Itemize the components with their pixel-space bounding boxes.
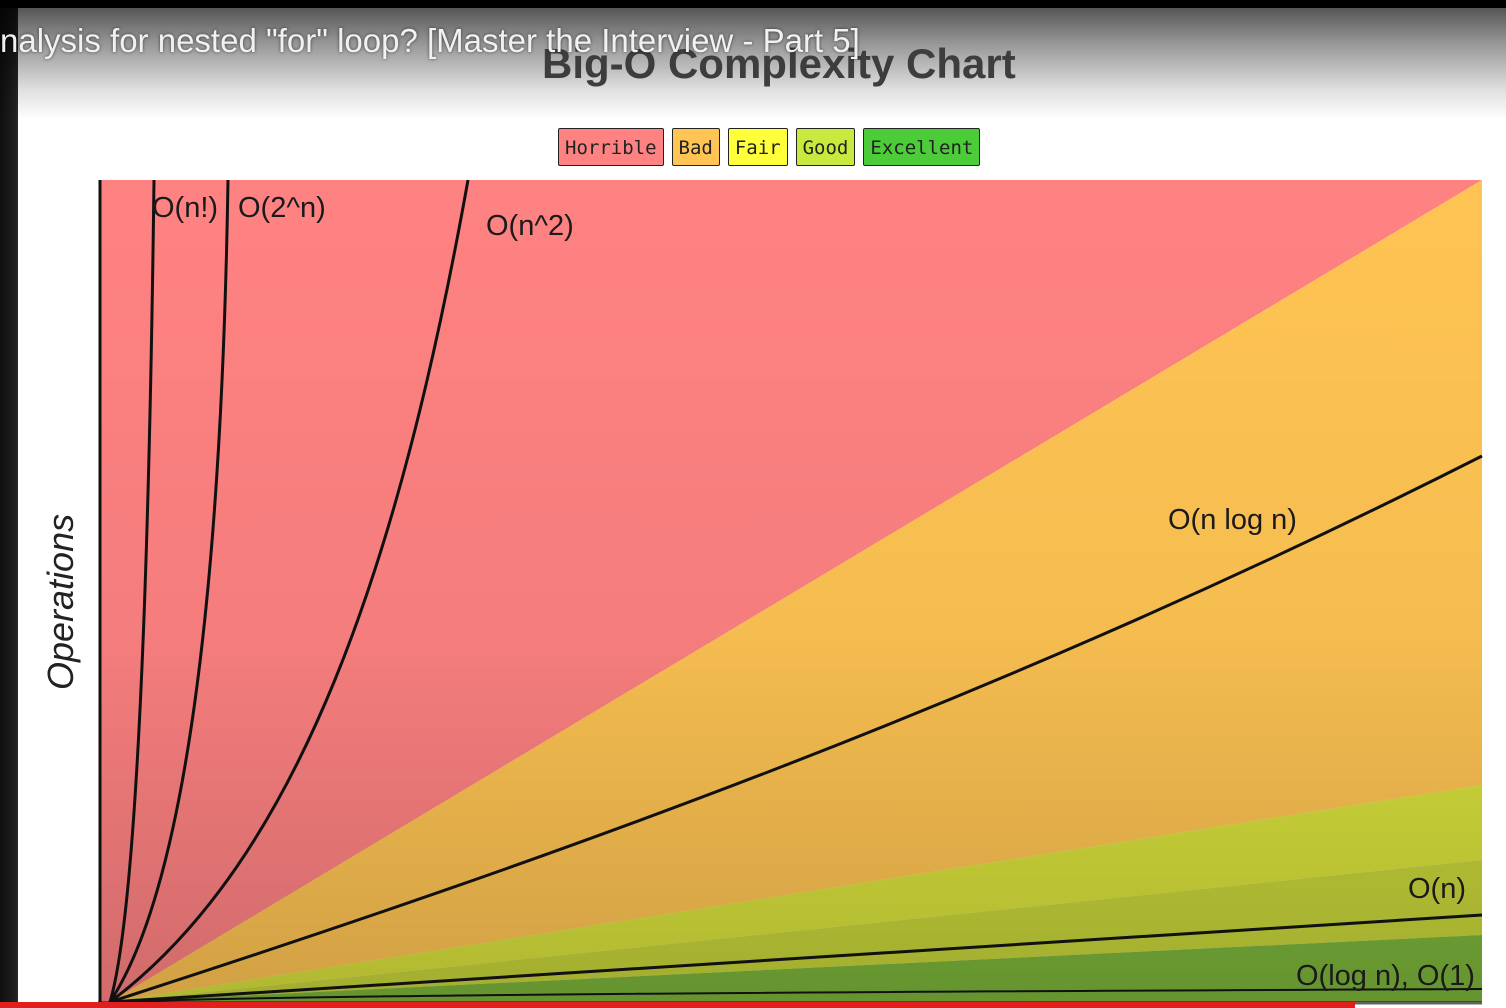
legend-excellent: Excellent	[863, 128, 981, 166]
curve-o-n-factorial	[108, 179, 156, 1003]
legend-bad: Bad	[671, 128, 720, 166]
label-o-log-n-o-1: O(log n), O(1)	[1296, 960, 1475, 992]
player-left-edge	[0, 0, 18, 1008]
curve-o-2-n	[108, 179, 230, 1003]
curve-o-n-squared	[109, 179, 470, 1004]
curve-o-n	[109, 913, 1483, 1004]
label-o-2-n: O(2^n)	[238, 192, 326, 224]
legend-good: Good	[795, 128, 856, 166]
label-o-n-squared: O(n^2)	[486, 210, 574, 242]
label-o-n-factorial: O(n!)	[152, 192, 219, 224]
video-title[interactable]: nalysis for nested "for" loop? [Master t…	[0, 22, 860, 59]
chart-shading	[100, 180, 1482, 1002]
curve-o-log-n	[109, 988, 1483, 1003]
video-progress-bar[interactable]	[0, 1002, 1506, 1008]
curve-o-n-log-n	[109, 454, 1483, 1004]
player-top-bar	[0, 0, 1506, 8]
label-o-n: O(n)	[1408, 873, 1466, 905]
video-progress-fill	[0, 1002, 1356, 1008]
y-axis-label: Operations	[40, 513, 81, 690]
legend-horrible: Horrible	[558, 128, 664, 166]
label-o-n-log-n: O(n log n)	[1168, 504, 1297, 536]
chart-legend: Horrible Bad Fair Good Excellent	[558, 128, 981, 168]
legend-fair: Fair	[727, 128, 788, 166]
